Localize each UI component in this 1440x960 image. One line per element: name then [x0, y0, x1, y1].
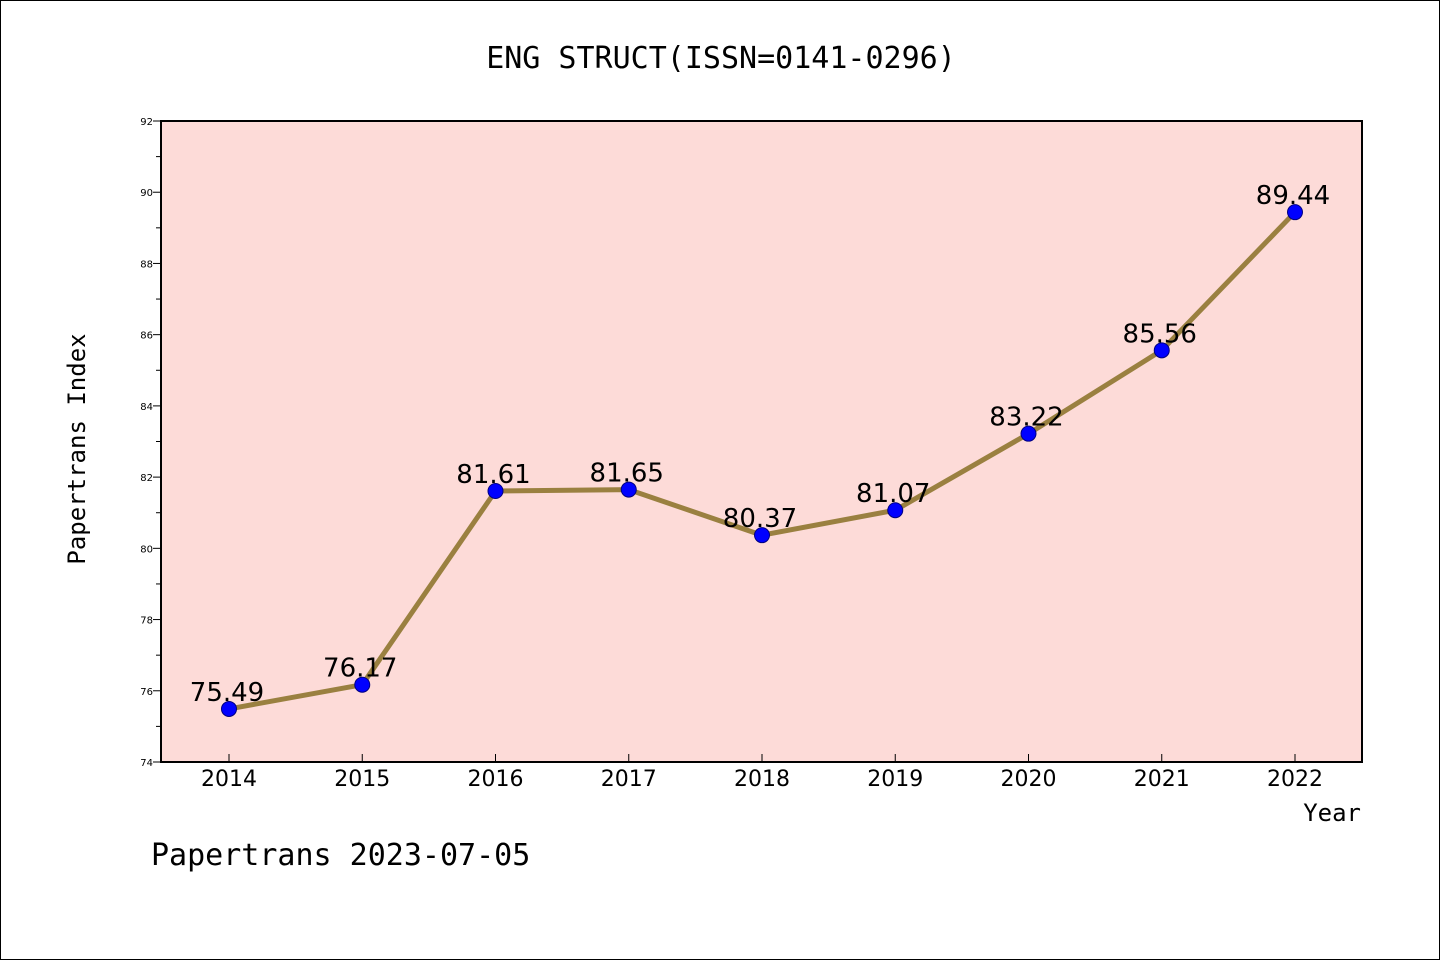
x-tick-label: 2014	[201, 767, 257, 792]
y-tick-label: 86	[140, 331, 153, 342]
data-point-marker	[221, 700, 237, 717]
y-tick-label: 92	[140, 117, 153, 128]
data-labels: 75.49 76.17 81.61 81.65 80.37 81.07 83.22 85.56…	[190, 181, 1330, 708]
x-tick-label: 2017	[601, 767, 657, 792]
x-tick-label: 2020	[1001, 767, 1057, 792]
data-points	[221, 204, 1303, 717]
data-point-marker	[1153, 342, 1170, 359]
x-tick-label: 2021	[1134, 767, 1190, 792]
y-tick-label: 74	[140, 758, 153, 769]
y-tick-label: 88	[140, 259, 153, 270]
data-label: 85.56	[1123, 319, 1197, 349]
data-point-marker	[1287, 204, 1303, 221]
data-point-marker	[887, 502, 904, 519]
data-point-marker	[354, 676, 371, 693]
data-point-marker	[487, 482, 504, 499]
data-label: 81.07	[856, 479, 930, 509]
data-point-marker	[620, 481, 637, 498]
x-tick-label: 2019	[867, 767, 923, 792]
data-label: 83.22	[989, 403, 1063, 433]
x-tick-label: 2022	[1267, 767, 1323, 792]
y-tick-label: 76	[140, 687, 153, 698]
x-tick-label: 2018	[734, 767, 790, 792]
data-label: 81.61	[456, 460, 530, 490]
footer-date-stamp: Papertrans 2023-07-05	[151, 838, 530, 873]
y-tick-label: 80	[140, 544, 153, 555]
data-point-marker	[754, 527, 770, 544]
x-tick-label: 2016	[468, 767, 524, 792]
data-label: 76.17	[323, 654, 397, 684]
y-tick-label: 78	[140, 616, 153, 627]
axis-ticks: 74 76 78 80 82 84 86 88 90 92 2014 2015 2016 2017 2018…	[140, 117, 1323, 792]
x-axis-label: Year	[1303, 799, 1361, 827]
y-tick-label: 90	[140, 188, 153, 199]
x-tick-label: 2015	[334, 767, 390, 792]
data-label: 75.49	[190, 678, 264, 708]
data-label: 80.37	[723, 504, 797, 534]
y-tick-label: 84	[140, 402, 153, 413]
plot-area	[160, 120, 1363, 763]
data-label: 89.44	[1256, 181, 1330, 211]
chart-title: ENG STRUCT(ISSN=0141-0296)	[486, 41, 956, 76]
data-label: 81.65	[590, 459, 664, 489]
y-tick-label: 82	[140, 473, 153, 484]
data-point-marker	[1020, 425, 1037, 442]
y-axis-label: Papertrans Index	[63, 333, 91, 564]
